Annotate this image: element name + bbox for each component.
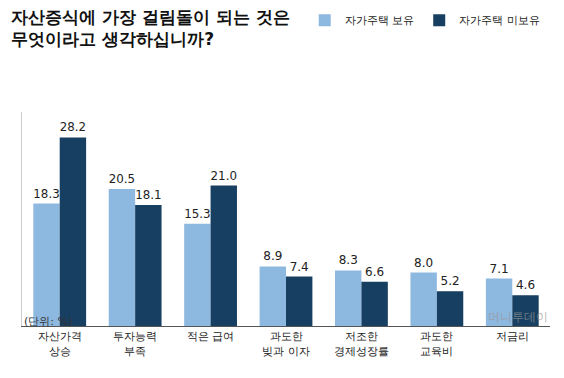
- svg-text:과도한교육비: 과도한교육비: [420, 330, 453, 357]
- svg-text:투자능력부족: 투자능력부족: [113, 330, 157, 357]
- svg-text:28.2: 28.2: [60, 120, 86, 134]
- svg-text:과도한빚과 이자: 과도한빚과 이자: [262, 330, 310, 357]
- svg-text:6.6: 6.6: [365, 265, 384, 279]
- svg-text:8.3: 8.3: [339, 253, 358, 267]
- svg-text:20.5: 20.5: [109, 172, 135, 186]
- svg-text:저조한경제성장률: 저조한경제성장률: [334, 330, 389, 357]
- svg-text:5.2: 5.2: [441, 274, 460, 288]
- svg-text:자가주택 보유: 자가주택 보유: [345, 14, 415, 27]
- svg-text:15.3: 15.3: [184, 207, 210, 221]
- svg-text:8.9: 8.9: [263, 249, 282, 263]
- svg-text:자산증식에 가장 걸림돌이 되는 것은무엇이라고 생각하십니: 자산증식에 가장 걸림돌이 되는 것은무엇이라고 생각하십니까?: [11, 7, 290, 49]
- svg-text:7.1: 7.1: [490, 262, 509, 276]
- svg-text:적은 급여: 적은 급여: [187, 330, 235, 343]
- svg-text:(단위: %): (단위: %): [24, 315, 72, 328]
- svg-text:7.4: 7.4: [290, 260, 309, 274]
- svg-text:머니투데이: 머니투데이: [488, 310, 548, 324]
- svg-text:18.3: 18.3: [33, 187, 59, 201]
- svg-text:21.0: 21.0: [211, 169, 237, 183]
- svg-text:자가주택 미보유: 자가주택 미보유: [459, 14, 539, 27]
- svg-text:저금리: 저금리: [496, 330, 529, 343]
- svg-text:자산가격상승: 자산가격상승: [38, 330, 82, 357]
- svg-text:18.1: 18.1: [135, 188, 161, 202]
- svg-text:4.6: 4.6: [516, 278, 535, 292]
- svg-text:8.0: 8.0: [414, 256, 433, 270]
